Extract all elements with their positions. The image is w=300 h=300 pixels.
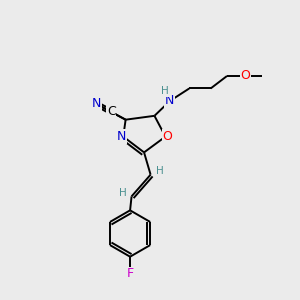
Text: N: N [92,97,101,110]
Text: C: C [107,105,116,119]
Text: O: O [163,130,172,143]
Text: H: H [156,166,164,176]
Text: F: F [127,267,134,280]
Text: N: N [165,94,175,107]
Text: H: H [119,188,127,198]
Text: N: N [116,130,126,143]
Text: O: O [241,70,250,83]
Text: H: H [161,86,169,96]
